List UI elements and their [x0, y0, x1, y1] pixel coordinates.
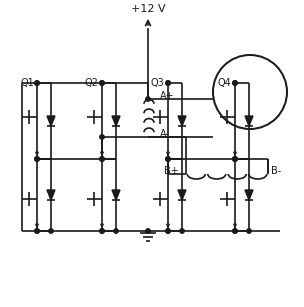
Circle shape	[180, 229, 184, 233]
Polygon shape	[245, 116, 253, 126]
Circle shape	[166, 229, 170, 233]
Polygon shape	[47, 116, 55, 126]
Text: Q1: Q1	[20, 78, 34, 88]
Circle shape	[233, 157, 237, 161]
Circle shape	[114, 229, 118, 233]
Circle shape	[247, 229, 251, 233]
Polygon shape	[112, 116, 120, 126]
Circle shape	[233, 157, 237, 161]
Polygon shape	[178, 190, 186, 200]
Circle shape	[100, 157, 104, 161]
Circle shape	[35, 229, 39, 233]
Circle shape	[233, 229, 237, 233]
Circle shape	[166, 229, 170, 233]
Circle shape	[35, 81, 39, 85]
Circle shape	[100, 81, 104, 85]
Text: A+: A+	[160, 91, 174, 101]
Circle shape	[100, 135, 104, 139]
Polygon shape	[245, 190, 253, 200]
Polygon shape	[178, 116, 186, 126]
Polygon shape	[47, 190, 55, 200]
Circle shape	[35, 81, 39, 85]
Circle shape	[233, 81, 237, 85]
Circle shape	[100, 81, 104, 85]
Polygon shape	[112, 190, 120, 200]
Circle shape	[233, 229, 237, 233]
Circle shape	[233, 81, 237, 85]
Circle shape	[100, 229, 104, 233]
Text: Q3: Q3	[151, 78, 165, 88]
Circle shape	[166, 81, 170, 85]
Circle shape	[49, 229, 53, 233]
Text: B+: B+	[164, 166, 179, 176]
Circle shape	[100, 157, 104, 161]
Circle shape	[35, 157, 39, 161]
Circle shape	[146, 97, 150, 101]
Circle shape	[166, 157, 170, 161]
Circle shape	[233, 157, 237, 161]
Circle shape	[166, 81, 170, 85]
Circle shape	[146, 229, 150, 233]
Circle shape	[166, 157, 170, 161]
Text: Q4: Q4	[218, 78, 232, 88]
Text: +12 V: +12 V	[131, 4, 165, 14]
Text: B-: B-	[271, 166, 281, 176]
Circle shape	[35, 157, 39, 161]
Text: A-: A-	[160, 129, 170, 139]
Circle shape	[100, 229, 104, 233]
Text: Q2: Q2	[85, 78, 99, 88]
Circle shape	[35, 229, 39, 233]
